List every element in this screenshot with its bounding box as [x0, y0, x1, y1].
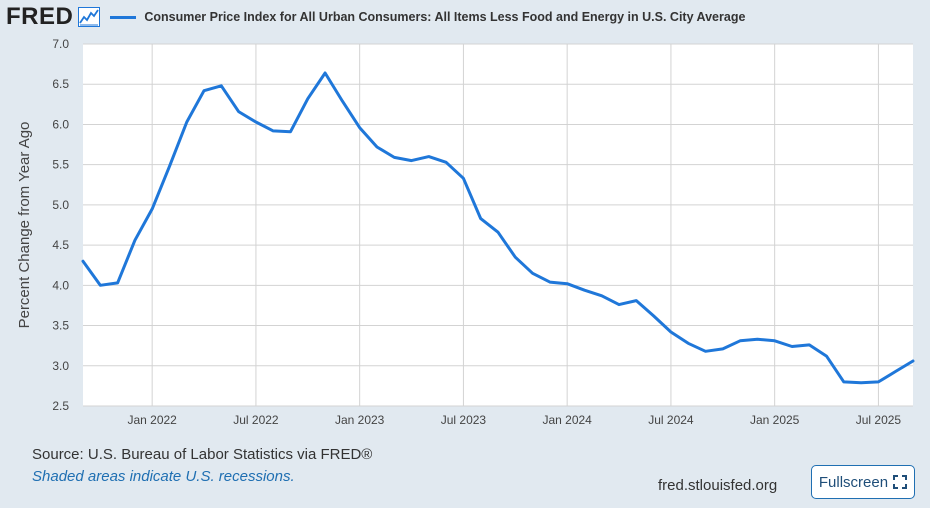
y-axis-label: Percent Change from Year Ago — [16, 122, 33, 329]
x-tick-label: Jul 2023 — [441, 413, 487, 427]
x-tick-label: Jul 2024 — [648, 413, 694, 427]
chart-header: FRED Consumer Price Index for All Urban … — [6, 2, 745, 32]
fred-logo[interactable]: FRED — [6, 3, 74, 30]
y-tick-label: 6.5 — [52, 77, 69, 91]
x-tick-label: Jan 2024 — [542, 413, 592, 427]
y-tick-label: 4.0 — [52, 278, 69, 292]
x-tick-label: Jan 2022 — [127, 413, 177, 427]
recession-note: Shaded areas indicate U.S. recessions. — [32, 468, 295, 485]
legend-line-swatch — [110, 15, 137, 19]
line-chart: 2.5 3.0 3.5 4.0 4.5 5.0 5.5 6.0 6.5 7.0 Jan 2022 J… — [16, 37, 915, 427]
y-tick-label: 5.0 — [52, 198, 69, 212]
y-tick-label: 6.0 — [52, 117, 69, 131]
x-tick-label: Jan 2023 — [335, 413, 385, 427]
y-tick-label: 7.0 — [52, 37, 69, 51]
x-tick-label: Jul 2022 — [233, 413, 279, 427]
plot-area — [83, 44, 913, 406]
y-tick-label: 2.5 — [52, 399, 69, 413]
chart-title[interactable]: Consumer Price Index for All Urban Consu… — [144, 10, 746, 24]
series-line[interactable] — [81, 71, 915, 385]
site-url[interactable]: fred.stlouisfed.org — [658, 477, 778, 494]
x-tick-label: Jan 2025 — [750, 413, 800, 427]
fullscreen-button[interactable]: Fullscreen — [811, 465, 915, 499]
y-tick-label: 3.0 — [52, 359, 69, 373]
y-tick-label: 3.5 — [52, 319, 69, 333]
x-tick-label: Jul 2025 — [856, 413, 902, 427]
y-tick-label: 5.5 — [52, 158, 69, 172]
trend-chart-icon — [78, 7, 101, 27]
expand-icon — [893, 475, 908, 489]
source-text: Source: U.S. Bureau of Labor Statistics … — [32, 446, 373, 463]
y-tick-label: 4.5 — [52, 238, 69, 252]
fullscreen-label: Fullscreen — [818, 473, 889, 491]
